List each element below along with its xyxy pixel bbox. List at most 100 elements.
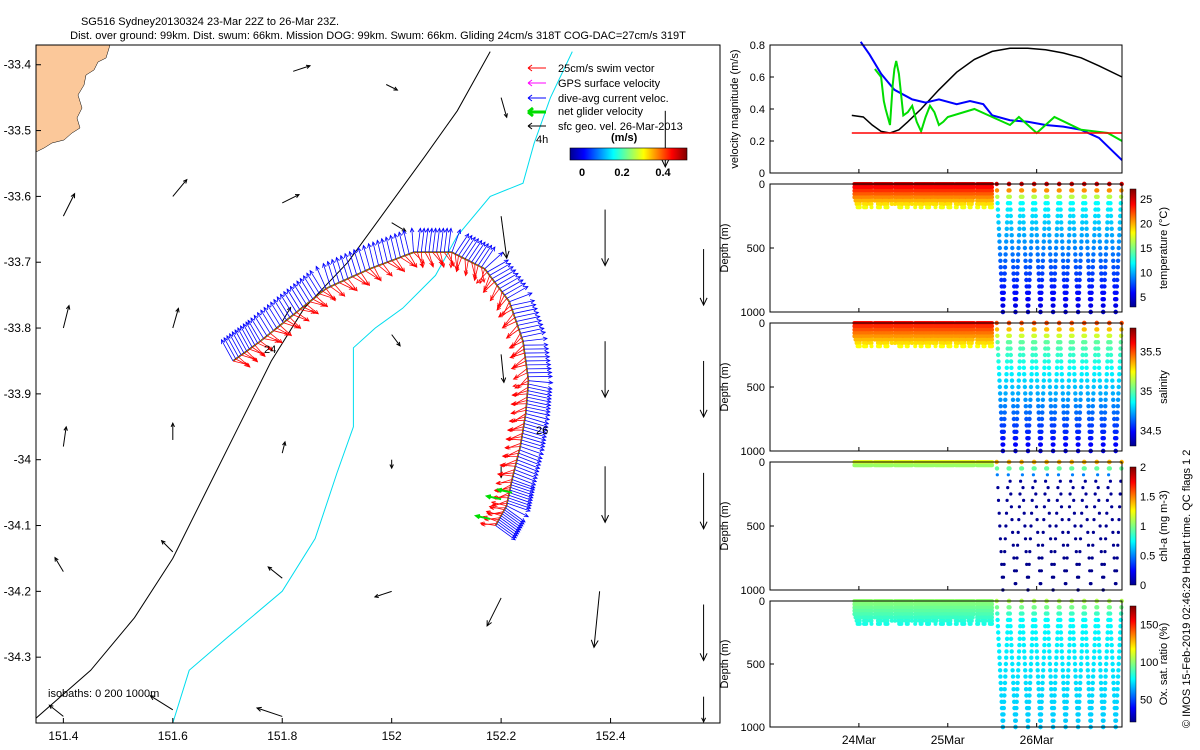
chlorophyll-colorbar-tick: 0 xyxy=(1140,580,1146,592)
temperature-sample xyxy=(1114,290,1119,295)
oxygen-sample xyxy=(1004,642,1009,648)
oxygen-sample xyxy=(1097,661,1103,667)
salinity-sample xyxy=(1111,404,1116,409)
oxygen-sample xyxy=(1054,649,1059,654)
temperature-sample xyxy=(920,202,925,206)
temperature-sample xyxy=(1083,207,1088,212)
chlorophyll-colorbar-tick: 0.5 xyxy=(1140,551,1155,563)
dac-vector-37 xyxy=(348,250,358,275)
temperature-sample xyxy=(1015,258,1021,263)
chlorophyll-sample xyxy=(1016,543,1020,547)
temperature-sample xyxy=(1110,245,1115,251)
temperature-sample xyxy=(1010,258,1016,263)
salinity-sample xyxy=(1078,397,1083,402)
temperature-sample xyxy=(1078,252,1084,257)
time-x-tick-label: 25Mar xyxy=(931,733,965,747)
salinity-sample xyxy=(1052,416,1057,422)
dac-vector-112 xyxy=(524,419,549,429)
oxygen-sample xyxy=(1091,655,1097,660)
dac-vector-98 xyxy=(527,370,553,375)
oxygen-sample xyxy=(1101,712,1107,717)
swim-vector-46 xyxy=(395,258,406,273)
oxygen-sample xyxy=(1051,705,1057,711)
geo-vector-16 xyxy=(601,341,610,399)
oxygen-sample xyxy=(1096,642,1102,648)
oxygen-sample xyxy=(998,674,1003,679)
dac-vector-34 xyxy=(335,256,344,281)
chlorophyll-sample xyxy=(1041,530,1045,535)
temperature-sample xyxy=(900,202,905,206)
salinity-sample xyxy=(1020,346,1026,351)
salinity-sample xyxy=(1040,410,1045,415)
geo-vector-4 xyxy=(62,192,76,217)
temperature-sample xyxy=(1073,265,1079,270)
temperature-sample xyxy=(1030,213,1035,219)
chlorophyll-sample xyxy=(1028,537,1032,541)
temperature-sample xyxy=(1008,220,1014,225)
oxygen-sample xyxy=(1064,705,1069,711)
salinity-sample xyxy=(1095,327,1100,332)
salinity-sample xyxy=(864,344,869,349)
temperature-sample xyxy=(1091,239,1097,244)
chlorophyll-sample xyxy=(1049,550,1053,554)
oxygen-sample xyxy=(1091,661,1096,667)
dac-vector-59 xyxy=(447,227,453,253)
temperature-sample xyxy=(1073,252,1078,257)
dac-vector-95 xyxy=(525,358,551,363)
oxygen-sample xyxy=(995,617,1000,623)
temperature-sample xyxy=(1084,226,1089,231)
oxygen-sample xyxy=(1073,680,1079,686)
oxygen-sample xyxy=(1004,655,1009,660)
salinity-sample xyxy=(1034,365,1039,370)
salinity-sample xyxy=(1103,391,1109,396)
chlorophyll-sample xyxy=(1072,498,1076,502)
map-legend: 25cm/s swim vector GPS surface velocity … xyxy=(527,63,688,179)
salinity-sample xyxy=(1119,327,1124,332)
chlorophyll-sample xyxy=(1067,518,1071,522)
temperature-sample xyxy=(1001,297,1006,302)
swim-vector-74 xyxy=(482,281,495,293)
colorbar-tick-1: 0.2 xyxy=(614,167,629,179)
salinity-sample xyxy=(1016,372,1022,377)
temperature-sample xyxy=(1016,233,1022,238)
dac-vector-119 xyxy=(520,442,545,452)
temperature-sample xyxy=(1008,207,1013,212)
chlorophyll-sample xyxy=(1116,543,1120,547)
temperature-sample xyxy=(1063,303,1069,308)
temperature-sample xyxy=(1038,297,1044,302)
temperature-sample xyxy=(1107,194,1113,199)
oxygen-sample xyxy=(1067,636,1073,641)
dac-vector-128 xyxy=(513,472,538,483)
temperature-sample xyxy=(995,207,1001,212)
temperature-sample xyxy=(1089,284,1095,289)
salinity-sample xyxy=(1085,378,1090,383)
salinity-sample xyxy=(1117,365,1122,370)
dac-vector-28 xyxy=(306,272,320,295)
temperature-sample xyxy=(1082,194,1088,199)
geo-vector-25 xyxy=(54,556,64,572)
swim-vector-129 xyxy=(496,472,513,477)
velocity-y-tick-label: 0.2 xyxy=(750,136,765,148)
oxygen-sample xyxy=(1066,668,1071,673)
salinity-sample xyxy=(996,359,1001,364)
chlorophyll-sample xyxy=(1068,492,1072,496)
dac-vector-38 xyxy=(352,248,362,273)
temperature-sample xyxy=(1065,271,1070,276)
temperature-sample xyxy=(1014,284,1019,289)
temperature-sample xyxy=(889,192,894,196)
temperature-sample xyxy=(1073,258,1078,263)
salinity-sample xyxy=(1047,372,1052,377)
dac-vector-14 xyxy=(260,309,274,331)
salinity-sample xyxy=(1104,384,1109,390)
geo-vector-35 xyxy=(701,696,707,723)
chlorophyll-sample xyxy=(998,524,1002,528)
temperature-sample xyxy=(1101,297,1107,302)
chlorophyll-sample xyxy=(1057,466,1062,471)
salinity-sample xyxy=(1096,365,1102,370)
temperature-sample xyxy=(1019,188,1025,193)
salinity-sample xyxy=(1041,391,1046,396)
temperature-sample xyxy=(1058,207,1063,212)
oxygen-sample xyxy=(1070,617,1076,623)
geo-vector-31 xyxy=(699,604,708,662)
salinity-sample xyxy=(1083,346,1088,351)
